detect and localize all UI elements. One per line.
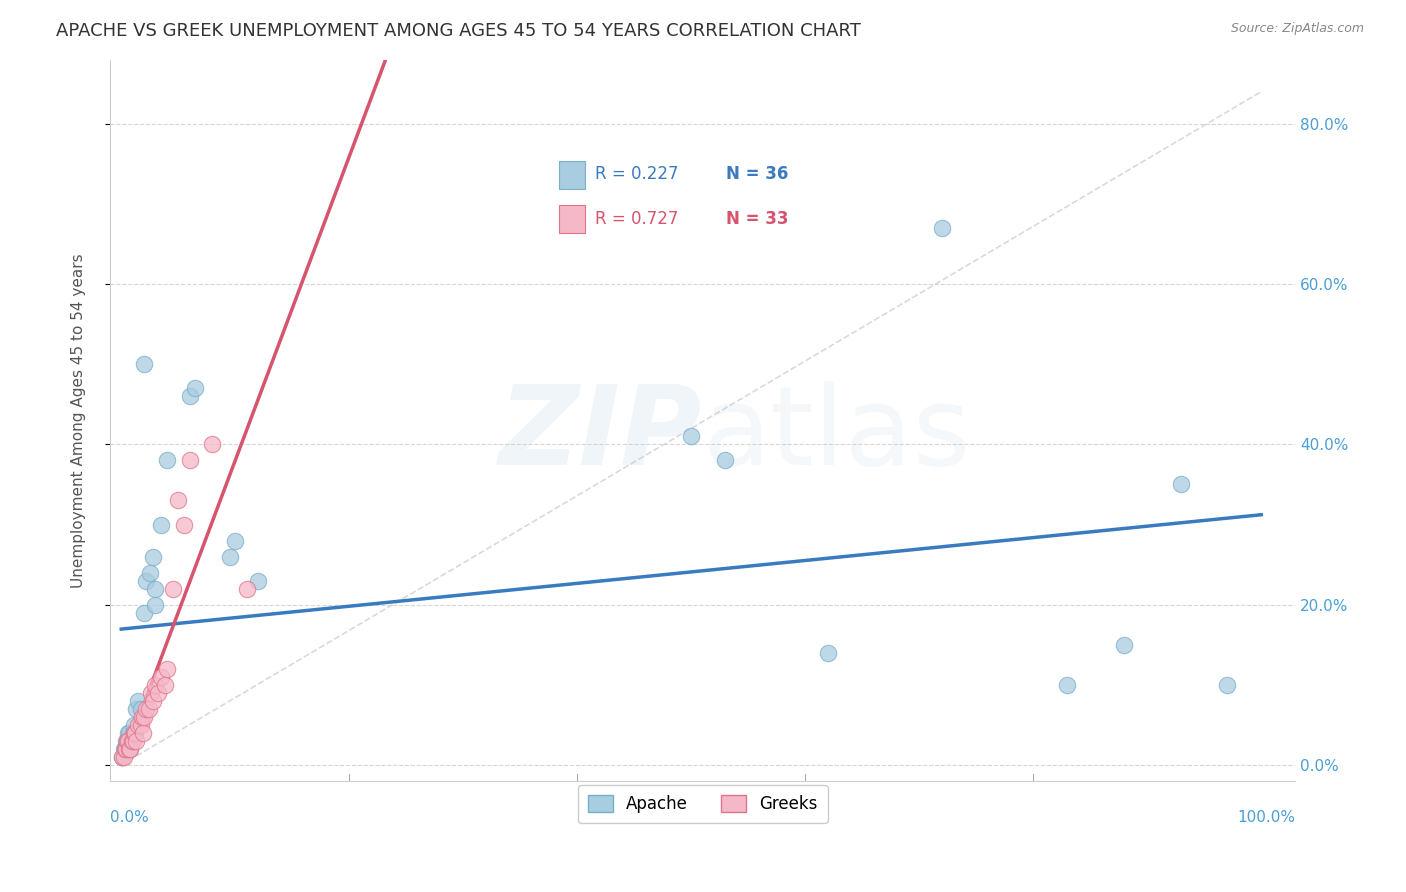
Point [153, 678, 176, 692]
Point [124, 726, 146, 740]
Point [118, 742, 141, 756]
Point [114, 742, 136, 756]
Text: atlas: atlas [703, 381, 972, 488]
Point [1114, 638, 1136, 652]
Point [127, 718, 149, 732]
Point [125, 734, 148, 748]
Text: APACHE VS GREEK UNEMPLOYMENT AMONG AGES 45 TO 54 YEARS CORRELATION CHART: APACHE VS GREEK UNEMPLOYMENT AMONG AGES … [56, 22, 860, 40]
Point [132, 357, 155, 371]
Point [117, 734, 139, 748]
Point [129, 702, 152, 716]
Point [173, 517, 195, 532]
Point [114, 734, 136, 748]
Point [122, 718, 145, 732]
Point [111, 750, 134, 764]
Point [129, 718, 152, 732]
Point [681, 429, 703, 443]
Point [714, 453, 737, 467]
Point [132, 606, 155, 620]
Point [122, 726, 145, 740]
Point [117, 726, 139, 740]
Text: 0.0%: 0.0% [110, 810, 149, 825]
Point [145, 598, 167, 612]
Point [132, 710, 155, 724]
Point [142, 549, 165, 564]
Point [235, 582, 257, 596]
Point [121, 734, 143, 748]
Point [156, 662, 179, 676]
Point [1216, 678, 1239, 692]
Point [138, 702, 160, 716]
Point [1056, 678, 1078, 692]
Point [179, 389, 201, 403]
Point [201, 437, 224, 451]
Point [150, 517, 173, 532]
Point [1170, 477, 1192, 491]
Point [145, 678, 167, 692]
Point [139, 686, 162, 700]
Point [218, 549, 240, 564]
Point [156, 453, 179, 467]
Point [132, 726, 155, 740]
Point [247, 574, 270, 588]
Point [120, 742, 142, 756]
Text: 100.0%: 100.0% [1237, 810, 1295, 825]
Point [121, 726, 143, 740]
Point [121, 734, 143, 748]
Point [135, 702, 157, 716]
Point [135, 574, 157, 588]
Point [125, 702, 148, 716]
Point [817, 646, 839, 660]
Point [127, 694, 149, 708]
Point [115, 734, 138, 748]
Text: ZIP: ZIP [499, 381, 703, 488]
Legend: Apache, Greeks: Apache, Greeks [578, 785, 828, 823]
Point [142, 694, 165, 708]
Point [112, 750, 135, 764]
Point [167, 493, 190, 508]
Text: Source: ZipAtlas.com: Source: ZipAtlas.com [1230, 22, 1364, 36]
Point [179, 453, 201, 467]
Point [114, 742, 136, 756]
Point [131, 710, 153, 724]
Point [931, 221, 953, 235]
Point [118, 726, 141, 740]
Point [112, 742, 135, 756]
Point [120, 742, 142, 756]
Point [115, 734, 138, 748]
Point [114, 742, 136, 756]
Point [224, 533, 246, 548]
Point [184, 381, 207, 395]
Point [139, 566, 162, 580]
Point [150, 670, 173, 684]
Point [162, 582, 184, 596]
Point [111, 750, 134, 764]
Y-axis label: Unemployment Among Ages 45 to 54 years: Unemployment Among Ages 45 to 54 years [72, 253, 86, 588]
Point [145, 582, 167, 596]
Point [121, 734, 143, 748]
Point [146, 686, 169, 700]
